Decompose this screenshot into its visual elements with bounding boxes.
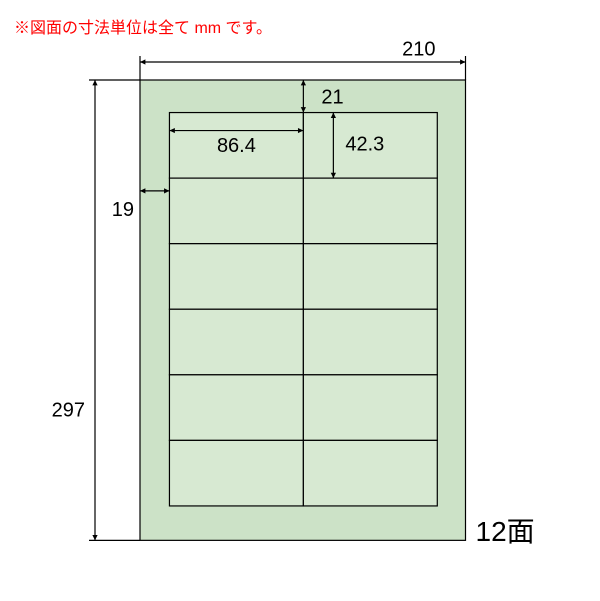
svg-text:210: 210	[402, 38, 435, 60]
svg-text:42.3: 42.3	[345, 134, 384, 156]
svg-text:86.4: 86.4	[217, 135, 256, 157]
svg-text:21: 21	[321, 87, 343, 109]
dimension-diagram: 210 21 86.4 42.3 19 297	[0, 0, 600, 601]
svg-text:19: 19	[112, 199, 134, 221]
svg-text:297: 297	[52, 400, 85, 422]
